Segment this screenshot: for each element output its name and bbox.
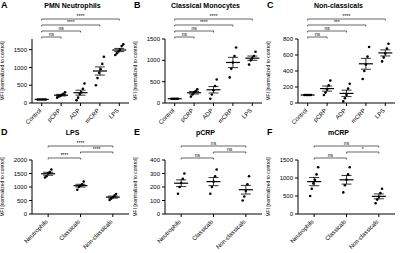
svg-text:Classicals: Classicals — [191, 218, 214, 241]
svg-text:Non-classicals: Non-classicals — [348, 218, 380, 250]
svg-text:MFI [normalized to control]: MFI [normalized to control] — [133, 157, 138, 217]
svg-text:pCRP: pCRP — [179, 107, 195, 123]
svg-text:1000: 1000 — [14, 184, 28, 190]
svg-text:500: 500 — [17, 198, 28, 204]
svg-text:1000: 1000 — [14, 65, 28, 71]
svg-text:1500: 1500 — [14, 47, 28, 53]
svg-text:ns: ns — [344, 140, 350, 146]
svg-text:****: **** — [343, 13, 351, 19]
svg-text:MFI [normalized to control]: MFI [normalized to control] — [133, 41, 138, 101]
svg-text:800: 800 — [283, 36, 294, 42]
svg-text:ns: ns — [324, 25, 330, 31]
svg-text:1500: 1500 — [280, 157, 294, 163]
svg-text:LPS: LPS — [108, 107, 120, 119]
svg-text:mCRP: mCRP — [217, 107, 234, 124]
svg-text:ns: ns — [49, 31, 55, 37]
svg-text:200: 200 — [283, 84, 294, 90]
svg-text:0: 0 — [157, 100, 161, 106]
svg-text:0: 0 — [24, 211, 28, 217]
html-text:Non-classicals: Non-classicals — [314, 2, 363, 9]
svg-text:MFI [normalized to control]: MFI [normalized to control] — [266, 157, 271, 217]
svg-text:LPS: LPS — [374, 107, 386, 119]
svg-text:*: * — [362, 146, 364, 152]
svg-text:Non-classicals: Non-classicals — [215, 218, 247, 250]
svg-text:LPS: LPS — [241, 107, 253, 119]
svg-text:ns: ns — [191, 25, 197, 31]
svg-text:1000: 1000 — [147, 57, 161, 63]
svg-text:Control: Control — [157, 107, 175, 125]
svg-text:ns: ns — [328, 152, 334, 158]
svg-text:pCRP: pCRP — [46, 107, 62, 123]
svg-text:Neutrophils: Neutrophils — [23, 218, 49, 244]
html-text:E: E — [134, 127, 140, 137]
html-text:pCRP: pCRP — [196, 129, 215, 136]
svg-text:2000: 2000 — [14, 157, 28, 163]
svg-text:ns: ns — [211, 140, 217, 146]
svg-text:Control: Control — [290, 107, 308, 125]
svg-text:***: *** — [334, 19, 340, 25]
svg-text:mCRP: mCRP — [84, 107, 101, 124]
html-text:Classical Monocytes: Classical Monocytes — [171, 2, 240, 9]
svg-text:ADP: ADP — [334, 107, 347, 120]
svg-text:Classicals: Classicals — [58, 218, 81, 241]
svg-text:ns: ns — [315, 31, 321, 37]
html-text:LPS: LPS — [65, 129, 80, 136]
svg-text:1500: 1500 — [147, 36, 161, 42]
svg-text:0: 0 — [157, 211, 161, 217]
svg-text:400: 400 — [150, 157, 161, 163]
svg-text:500: 500 — [17, 82, 28, 88]
svg-text:Neutrophils: Neutrophils — [156, 218, 182, 244]
svg-text:ns: ns — [195, 152, 201, 158]
svg-text:1500: 1500 — [14, 171, 28, 177]
svg-text:ADP: ADP — [68, 107, 81, 120]
svg-text:****: **** — [60, 152, 68, 158]
svg-text:Control: Control — [24, 107, 42, 125]
svg-text:ADP: ADP — [201, 107, 214, 120]
svg-text:pCRP: pCRP — [312, 107, 328, 123]
svg-text:Neutrophils: Neutrophils — [289, 218, 315, 244]
svg-text:****: **** — [210, 13, 218, 19]
html-text:D: D — [1, 127, 8, 137]
svg-text:****: **** — [67, 19, 75, 25]
svg-text:Non-classicals: Non-classicals — [82, 218, 114, 250]
svg-text:500: 500 — [150, 79, 161, 85]
svg-text:0: 0 — [290, 100, 294, 106]
svg-text:****: **** — [77, 140, 85, 146]
svg-text:ns: ns — [58, 25, 64, 31]
svg-text:300: 300 — [150, 171, 161, 177]
svg-text:0: 0 — [290, 211, 294, 217]
svg-text:Classicals: Classicals — [324, 218, 347, 241]
svg-text:****: **** — [200, 19, 208, 25]
html-text:C: C — [267, 0, 274, 10]
svg-text:400: 400 — [283, 68, 294, 74]
svg-text:0: 0 — [24, 100, 28, 106]
html-text:A: A — [1, 0, 8, 10]
html-text:mCRP: mCRP — [328, 129, 349, 136]
svg-text:600: 600 — [283, 52, 294, 58]
svg-text:500: 500 — [283, 193, 294, 199]
svg-text:MFI [normalized to control]: MFI [normalized to control] — [266, 41, 271, 101]
svg-text:ns: ns — [227, 146, 233, 152]
html-text:PMN Neutrophils: PMN Neutrophils — [44, 2, 101, 9]
svg-text:****: **** — [77, 13, 85, 19]
svg-text:ns: ns — [182, 31, 188, 37]
svg-text:****: **** — [93, 146, 101, 152]
html-text:B: B — [134, 0, 141, 10]
svg-text:100: 100 — [150, 198, 161, 204]
html-text:F: F — [267, 127, 273, 137]
svg-text:200: 200 — [150, 184, 161, 190]
svg-text:mCRP: mCRP — [350, 107, 367, 124]
svg-text:1000: 1000 — [280, 175, 294, 181]
